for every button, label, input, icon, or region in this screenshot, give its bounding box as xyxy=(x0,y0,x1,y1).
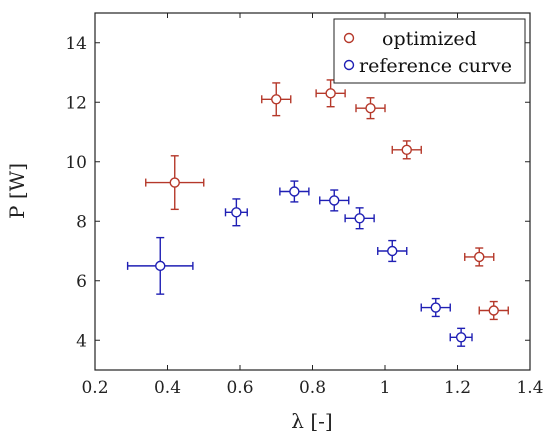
data-point xyxy=(279,180,310,203)
series-0 xyxy=(145,79,509,321)
point-marker xyxy=(430,302,441,313)
y-tick-label: 4 xyxy=(76,331,87,351)
point-marker xyxy=(231,207,242,218)
legend-label-optimized: optimized xyxy=(382,28,477,50)
data-point xyxy=(355,97,386,120)
data-point xyxy=(261,82,292,117)
data-point xyxy=(224,198,248,227)
points-layer xyxy=(126,79,509,347)
data-point xyxy=(145,155,205,211)
x-axis-label: λ [-] xyxy=(291,409,332,433)
point-marker xyxy=(329,195,340,206)
point-marker xyxy=(289,186,300,197)
legend: optimized reference curve xyxy=(333,18,526,84)
x-tick-label: 1.4 xyxy=(516,378,543,398)
point-marker xyxy=(155,260,166,272)
point-marker xyxy=(387,245,398,257)
point-marker xyxy=(325,88,336,99)
point-marker xyxy=(488,305,499,316)
series-1 xyxy=(126,180,473,347)
y-tick-label: 8 xyxy=(76,212,87,232)
legend-marker-reference-curve xyxy=(343,59,355,71)
x-tick-label: 0.6 xyxy=(226,378,253,398)
x-tick-label: 0.8 xyxy=(299,378,326,398)
data-point xyxy=(449,327,473,347)
data-point xyxy=(464,247,495,267)
data-point xyxy=(377,239,408,263)
x-tick-label: 0.4 xyxy=(154,378,181,398)
data-point xyxy=(126,236,194,295)
y-tick-label: 12 xyxy=(65,93,87,113)
legend-box xyxy=(333,18,526,84)
point-marker xyxy=(401,144,412,156)
data-point xyxy=(319,189,350,212)
legend-marker-optimized xyxy=(343,32,355,44)
point-marker xyxy=(365,102,376,114)
point-marker xyxy=(169,177,180,188)
y-tick-label: 10 xyxy=(65,153,87,173)
data-point xyxy=(391,140,422,160)
data-point xyxy=(344,207,375,230)
data-point xyxy=(420,297,451,318)
ticks-layer: 0.2 0.4 0.6 0.8 1 1.2 1.4 4 6 8 10 12 14 xyxy=(65,13,544,398)
data-point xyxy=(478,300,509,321)
point-marker xyxy=(271,94,282,105)
plot-frame xyxy=(94,12,531,371)
x-tick-label: 1 xyxy=(380,378,391,398)
point-marker xyxy=(455,332,467,343)
x-tick-label: 0.2 xyxy=(81,378,108,398)
data-point xyxy=(315,79,346,108)
y-axis-label: P [W] xyxy=(5,163,29,219)
y-tick-label: 6 xyxy=(76,272,87,292)
point-marker xyxy=(474,251,485,263)
legend-label-reference-curve: reference curve xyxy=(359,55,512,77)
y-tick-label: 14 xyxy=(65,34,87,54)
x-tick-label: 1.2 xyxy=(444,378,471,398)
point-marker xyxy=(354,213,365,224)
